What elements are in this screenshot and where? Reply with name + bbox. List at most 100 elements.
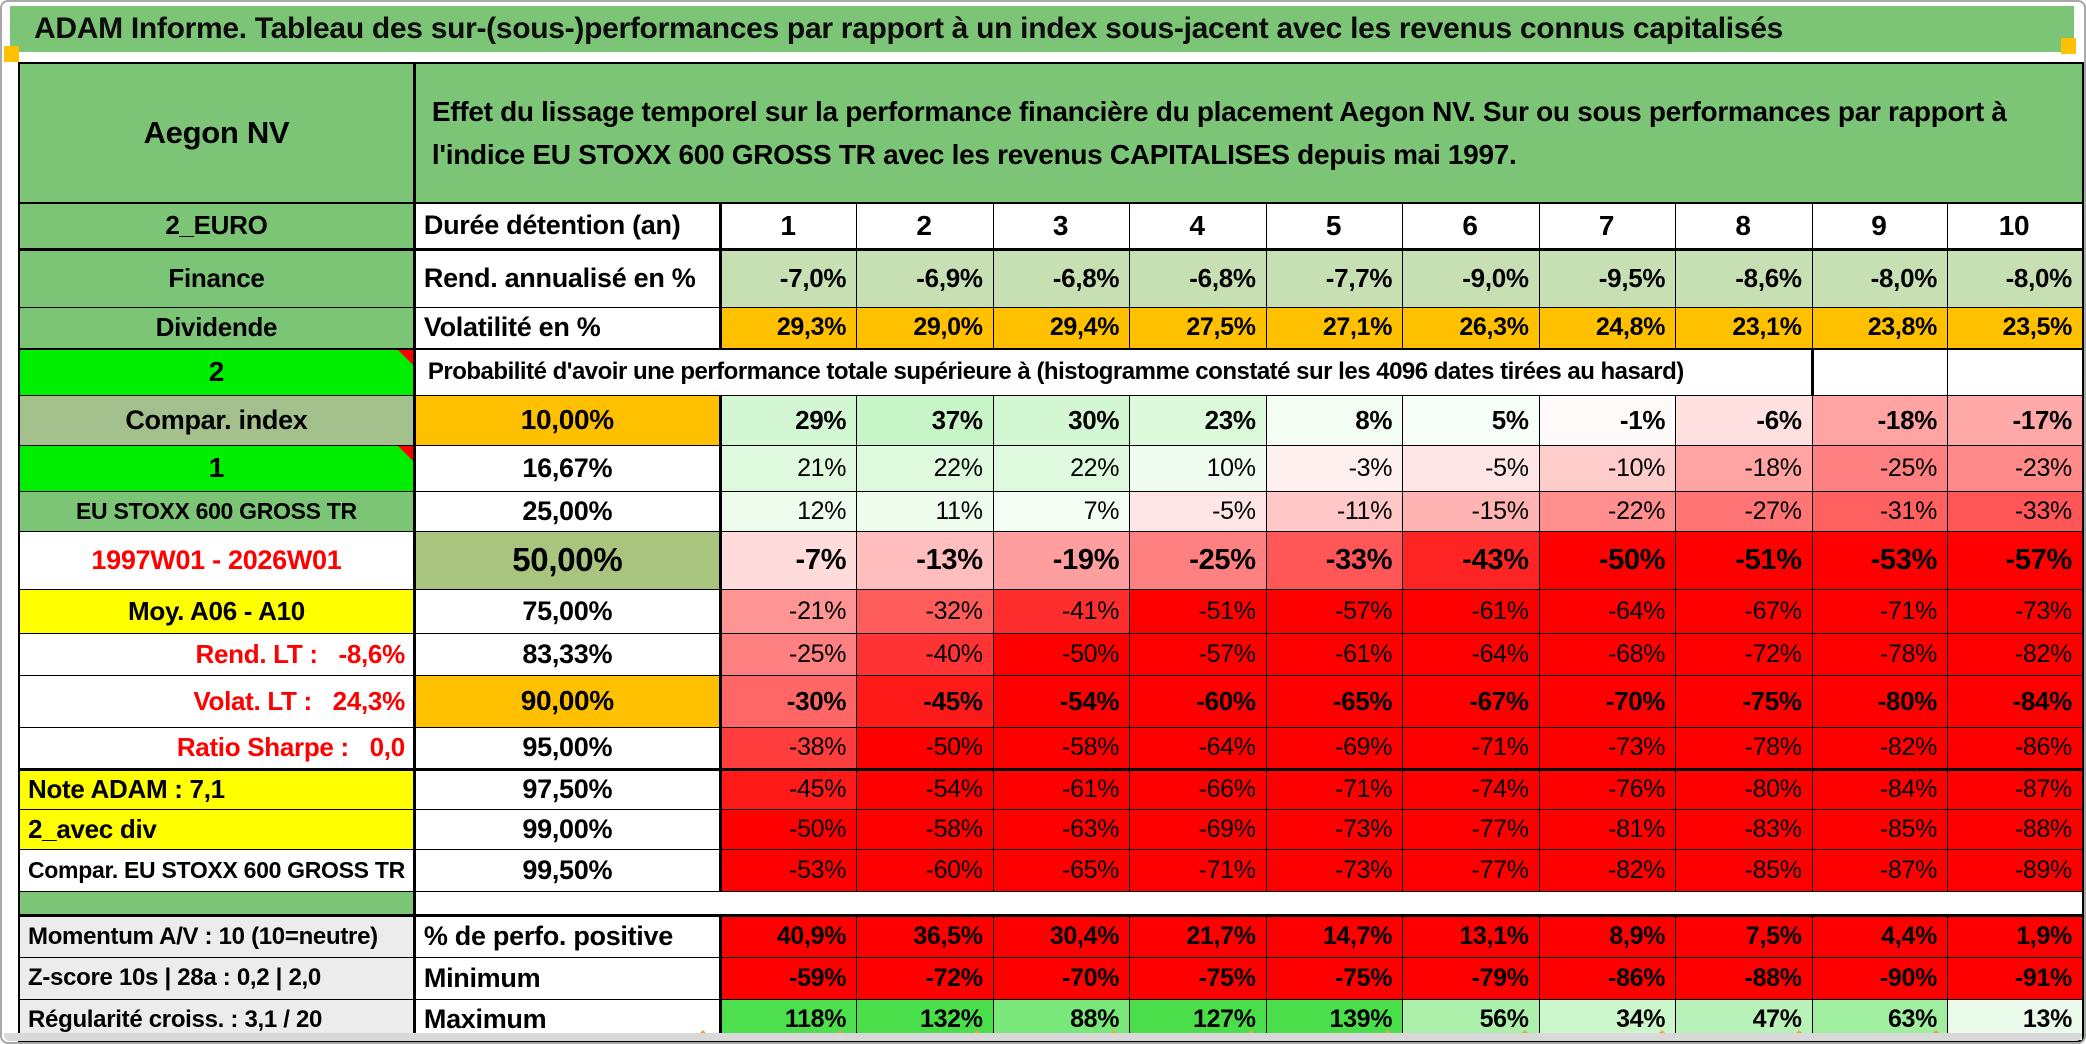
mid-label-p16[interactable]: 16,67% bbox=[413, 444, 722, 492]
cell-p50-col9[interactable]: -53% bbox=[1811, 530, 1949, 590]
cell-p97-col10[interactable]: -87% bbox=[1947, 767, 2084, 810]
cell-p75-col4[interactable]: -51% bbox=[1129, 588, 1267, 634]
cell-momentum-col3[interactable]: 30,4% bbox=[992, 913, 1131, 958]
cell-p75-col3[interactable]: -41% bbox=[992, 588, 1131, 634]
probability-caption-cell[interactable]: Probabilité d'avoir une performance tota… bbox=[413, 348, 1814, 396]
cell-p95-col3[interactable]: -58% bbox=[992, 726, 1131, 770]
mid-label-finance[interactable]: Rend. annualisé en % bbox=[413, 248, 722, 308]
cell-finance-col2[interactable]: -6,9% bbox=[856, 248, 994, 308]
cell-p16-col4[interactable]: 10% bbox=[1129, 444, 1267, 492]
mid-label-p99[interactable]: 99,00% bbox=[413, 808, 722, 850]
cell-p995-col9[interactable]: -87% bbox=[1811, 848, 1949, 892]
cell-duration-col4[interactable]: 4 bbox=[1129, 202, 1267, 251]
cell-p99-col4[interactable]: -69% bbox=[1129, 808, 1267, 850]
cell-p95-col4[interactable]: -64% bbox=[1129, 726, 1267, 770]
label-p83[interactable]: Rend. LT : -8,6% bbox=[18, 632, 416, 676]
label-p90[interactable]: Volat. LT : 24,3% bbox=[18, 674, 416, 728]
empty-cell[interactable] bbox=[1947, 348, 2084, 396]
cell-finance-col3[interactable]: -6,8% bbox=[992, 248, 1131, 308]
cell-p90-col7[interactable]: -70% bbox=[1538, 674, 1677, 728]
cell-dividende-col3[interactable]: 29,4% bbox=[992, 306, 1131, 350]
cell-p50-col3[interactable]: -19% bbox=[992, 530, 1131, 590]
cell-p95-col6[interactable]: -71% bbox=[1402, 726, 1540, 770]
cell-finance-col6[interactable]: -9,0% bbox=[1402, 248, 1540, 308]
cell-p25-col2[interactable]: 11% bbox=[856, 490, 994, 532]
cell-p83-col6[interactable]: -64% bbox=[1402, 632, 1540, 676]
mid-label-momentum[interactable]: % de perfo. positive bbox=[413, 913, 722, 958]
cell-dividende-col9[interactable]: 23,8% bbox=[1811, 306, 1949, 350]
cell-p10-col9[interactable]: -18% bbox=[1811, 394, 1949, 446]
cell-p95-col7[interactable]: -73% bbox=[1538, 726, 1677, 770]
cell-duration-col3[interactable]: 3 bbox=[992, 202, 1131, 251]
cell-p83-col7[interactable]: -68% bbox=[1538, 632, 1677, 676]
cell-p97-col9[interactable]: -84% bbox=[1811, 767, 1949, 810]
cell-zscore-col5[interactable]: -75% bbox=[1265, 956, 1404, 1000]
cell-finance-col10[interactable]: -8,0% bbox=[1947, 248, 2084, 308]
cell-p50-col2[interactable]: -13% bbox=[856, 530, 994, 590]
cell-p99-col1[interactable]: -50% bbox=[719, 808, 858, 850]
cell-p50-col8[interactable]: -51% bbox=[1675, 530, 1813, 590]
cell-p25-col8[interactable]: -27% bbox=[1675, 490, 1813, 532]
cell-duration-col5[interactable]: 5 bbox=[1265, 202, 1404, 251]
cell-p83-col4[interactable]: -57% bbox=[1129, 632, 1267, 676]
cell-duration-col9[interactable]: 9 bbox=[1811, 202, 1949, 251]
cell-momentum-col2[interactable]: 36,5% bbox=[856, 913, 994, 958]
cell-p90-col1[interactable]: -30% bbox=[719, 674, 858, 728]
cell-momentum-col4[interactable]: 21,7% bbox=[1129, 913, 1267, 958]
cell-p10-col7[interactable]: -1% bbox=[1538, 394, 1677, 446]
cell-p99-col5[interactable]: -73% bbox=[1265, 808, 1404, 850]
cell-finance-col7[interactable]: -9,5% bbox=[1538, 248, 1677, 308]
cell-p97-col3[interactable]: -61% bbox=[992, 767, 1131, 810]
label-p99[interactable]: 2_avec div bbox=[18, 808, 416, 850]
cell-p50-col4[interactable]: -25% bbox=[1129, 530, 1267, 590]
label-p25[interactable]: EU STOXX 600 GROSS TR bbox=[18, 490, 416, 532]
mid-label-p97[interactable]: 97,50% bbox=[413, 767, 722, 810]
cell-p50-col10[interactable]: -57% bbox=[1947, 530, 2084, 590]
cell-p97-col7[interactable]: -76% bbox=[1538, 767, 1677, 810]
label-p97[interactable]: Note ADAM : 7,1 bbox=[18, 767, 416, 810]
cell-p97-col1[interactable]: -45% bbox=[719, 767, 858, 810]
cell-momentum-col6[interactable]: 13,1% bbox=[1402, 913, 1540, 958]
cell-p75-col10[interactable]: -73% bbox=[1947, 588, 2084, 634]
mid-label-p95[interactable]: 95,00% bbox=[413, 726, 722, 770]
cell-dividende-col4[interactable]: 27,5% bbox=[1129, 306, 1267, 350]
cell-zscore-col7[interactable]: -86% bbox=[1538, 956, 1677, 1000]
cell-finance-col1[interactable]: -7,0% bbox=[719, 248, 858, 308]
cell-duration-col1[interactable]: 1 bbox=[719, 202, 858, 251]
cell-duration-col2[interactable]: 2 bbox=[856, 202, 994, 251]
cell-p95-col2[interactable]: -50% bbox=[856, 726, 994, 770]
instrument-name-cell[interactable]: Aegon NV bbox=[17, 62, 416, 204]
mid-label-p83[interactable]: 83,33% bbox=[413, 632, 722, 676]
cell-p97-col6[interactable]: -74% bbox=[1402, 767, 1540, 810]
cell-p83-col5[interactable]: -61% bbox=[1265, 632, 1404, 676]
mid-label-duration[interactable]: Durée détention (an) bbox=[413, 202, 722, 251]
cell-p90-col5[interactable]: -65% bbox=[1265, 674, 1404, 728]
mid-label-p75[interactable]: 75,00% bbox=[413, 588, 722, 634]
cell-p995-col8[interactable]: -85% bbox=[1675, 848, 1813, 892]
cell-p50-col1[interactable]: -7% bbox=[719, 530, 858, 590]
cell-p83-col10[interactable]: -82% bbox=[1947, 632, 2084, 676]
cell-p95-col9[interactable]: -82% bbox=[1811, 726, 1949, 770]
cell-p25-col1[interactable]: 12% bbox=[719, 490, 858, 532]
cell-finance-col9[interactable]: -8,0% bbox=[1811, 248, 1949, 308]
cell-p25-col3[interactable]: 7% bbox=[992, 490, 1131, 532]
label-zscore[interactable]: Z-score 10s | 28a : 0,2 | 2,0 bbox=[18, 956, 416, 1000]
cell-p99-col9[interactable]: -85% bbox=[1811, 808, 1949, 850]
cell-zscore-col4[interactable]: -75% bbox=[1129, 956, 1267, 1000]
cell-zscore-col2[interactable]: -72% bbox=[856, 956, 994, 1000]
cell-momentum-col1[interactable]: 40,9% bbox=[719, 913, 858, 958]
cell-p25-col9[interactable]: -31% bbox=[1811, 490, 1949, 532]
cell-dividende-col1[interactable]: 29,3% bbox=[719, 306, 858, 350]
cell-finance-col5[interactable]: -7,7% bbox=[1265, 248, 1404, 308]
cell-dividende-col8[interactable]: 23,1% bbox=[1675, 306, 1813, 350]
cell-p75-col6[interactable]: -61% bbox=[1402, 588, 1540, 634]
label-spacer[interactable] bbox=[18, 890, 416, 916]
cell-p90-col10[interactable]: -84% bbox=[1947, 674, 2084, 728]
label-p10[interactable]: Compar. index bbox=[18, 394, 416, 446]
mid-label-p90[interactable]: 90,00% bbox=[413, 674, 722, 728]
empty-cell[interactable] bbox=[1811, 348, 1949, 396]
cell-p16-col1[interactable]: 21% bbox=[719, 444, 858, 492]
label-dividende[interactable]: Dividende bbox=[18, 306, 416, 350]
cell-p90-col2[interactable]: -45% bbox=[856, 674, 994, 728]
cell-p75-col8[interactable]: -67% bbox=[1675, 588, 1813, 634]
